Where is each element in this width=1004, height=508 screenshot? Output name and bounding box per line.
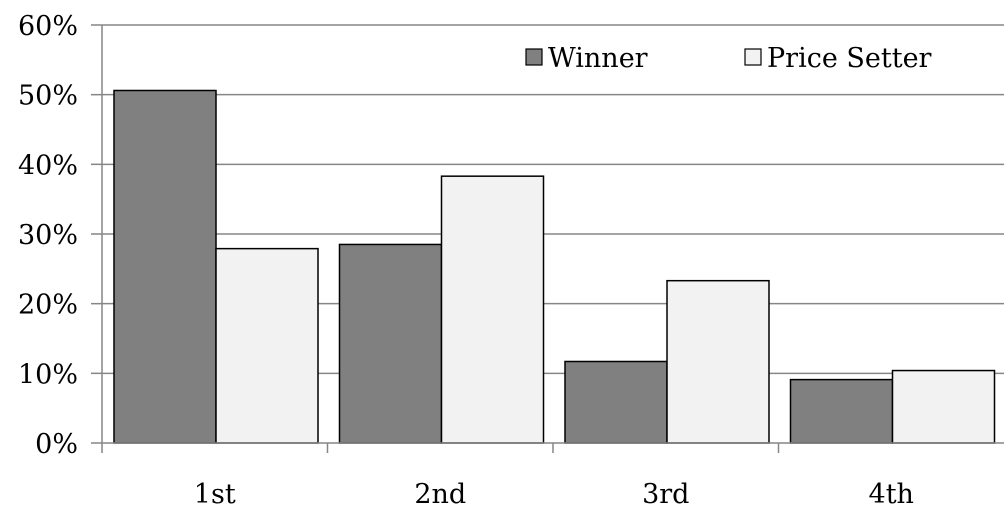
y-tick-label: 30% xyxy=(18,220,78,251)
x-tick-label: 4th xyxy=(869,479,914,508)
y-tick-label: 0% xyxy=(35,429,78,460)
x-axis xyxy=(101,25,1004,453)
bar-price-setter-1st xyxy=(215,247,319,444)
y-tick-label: 50% xyxy=(18,81,78,112)
bar-price-setter-3rd xyxy=(666,279,770,444)
y-axis-tick-labels: 0% 10% 20% 30% 40% 50% 60% xyxy=(18,11,102,460)
legend: Winner Price Setter xyxy=(525,43,932,74)
x-axis-tick-labels: 1st 2nd 3rd 4th xyxy=(194,479,914,508)
y-tick-label: 20% xyxy=(18,290,78,321)
legend-label: Winner xyxy=(548,43,648,74)
bar-price-setter-2nd xyxy=(440,175,545,444)
x-tick-label: 1st xyxy=(194,479,236,508)
legend-label: Price Setter xyxy=(767,43,932,74)
y-tick-label: 60% xyxy=(18,11,78,42)
bars xyxy=(113,89,996,444)
bar-winner-2nd xyxy=(338,243,443,444)
x-tick-label: 3rd xyxy=(642,479,689,508)
bar-price-setter-4th xyxy=(891,369,996,444)
x-tick-label: 2nd xyxy=(414,479,466,508)
y-tick-label: 40% xyxy=(18,150,78,181)
legend-swatch xyxy=(525,48,543,66)
bar-winner-4th xyxy=(789,378,894,444)
y-tick-label: 10% xyxy=(18,359,78,390)
bar-winner-1st xyxy=(113,89,217,444)
legend-swatch xyxy=(744,48,762,66)
bar-winner-3rd xyxy=(564,360,668,444)
